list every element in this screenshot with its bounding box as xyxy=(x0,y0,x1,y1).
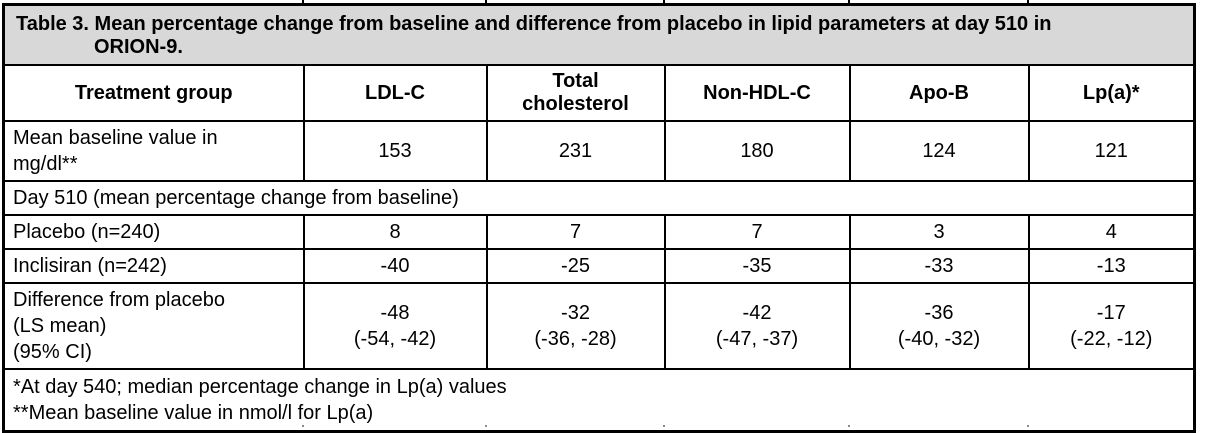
footnote-double-asterisk: **Mean baseline value in nmol/l for Lp(a… xyxy=(13,402,374,424)
col-header-lp-a: Lp(a)* xyxy=(1027,64,1196,122)
bottom-border-stub xyxy=(302,425,304,427)
lipid-parameters-table: Table 3. Mean percentage change from bas… xyxy=(2,3,1196,433)
baseline-value-row: Mean baseline value in mg/dl** 153 231 1… xyxy=(2,120,1196,182)
difference-total-cholesterol-value: -32 (-36, -28) xyxy=(485,282,666,370)
difference-apo-b-value: -36 (-40, -32) xyxy=(848,282,1030,370)
day-510-section-row: Day 510 (mean percentage change from bas… xyxy=(2,180,1196,216)
inclisiran-ldl-c-value: -40 xyxy=(302,248,488,284)
top-border-stub xyxy=(485,0,487,6)
col-header-ldl-c: LDL-C xyxy=(302,64,488,122)
bottom-border-stub xyxy=(1027,425,1029,427)
inclisiran-lp-a-value: -13 xyxy=(1027,248,1196,284)
table-title-row: Table 3. Mean percentage change from bas… xyxy=(2,3,1196,66)
inclisiran-row-label: Inclisiran (n=242) xyxy=(2,248,305,284)
col-header-apo-b: Apo-B xyxy=(848,64,1030,122)
top-border-stub xyxy=(1027,0,1029,6)
day-510-section-label: Day 510 (mean percentage change from bas… xyxy=(2,180,1196,216)
top-border-stub xyxy=(302,0,304,6)
bottom-border-stub xyxy=(848,425,850,427)
placebo-lp-a-value: 4 xyxy=(1027,214,1196,250)
baseline-apo-b-value: 124 xyxy=(848,120,1030,182)
baseline-row-label: Mean baseline value in mg/dl** xyxy=(2,120,305,182)
table-title-cell: Table 3. Mean percentage change from bas… xyxy=(2,3,1196,66)
placebo-row-label: Placebo (n=240) xyxy=(2,214,305,250)
baseline-ldl-c-value: 153 xyxy=(302,120,488,182)
inclisiran-non-hdl-c-value: -35 xyxy=(663,248,851,284)
inclisiran-total-cholesterol-value: -25 xyxy=(485,248,666,284)
bottom-border-stub xyxy=(663,425,665,427)
inclisiran-apo-b-value: -33 xyxy=(848,248,1030,284)
col-header-total-cholesterol: Total cholesterol xyxy=(485,64,666,122)
placebo-apo-b-value: 3 xyxy=(848,214,1030,250)
col-header-treatment-group: Treatment group xyxy=(2,64,305,122)
placebo-ldl-c-value: 8 xyxy=(302,214,488,250)
col-header-non-hdl-c: Non-HDL-C xyxy=(663,64,851,122)
placebo-total-cholesterol-value: 7 xyxy=(485,214,666,250)
top-border-stub xyxy=(663,0,665,6)
bottom-border-stub xyxy=(485,425,487,427)
footnotes-cell: *At day 540; median percentage change in… xyxy=(2,368,1196,433)
difference-non-hdl-c-value: -42 (-47, -37) xyxy=(663,282,851,370)
difference-ldl-c-value: -48 (-54, -42) xyxy=(302,282,488,370)
placebo-non-hdl-c-value: 7 xyxy=(663,214,851,250)
difference-row-label: Difference from placebo (LS mean) (95% C… xyxy=(2,282,305,370)
baseline-lp-a-value: 121 xyxy=(1027,120,1196,182)
top-border-stub xyxy=(848,0,850,6)
placebo-row: Placebo (n=240) 8 7 7 3 4 xyxy=(2,214,1196,250)
baseline-total-cholesterol-value: 231 xyxy=(485,120,666,182)
difference-from-placebo-row: Difference from placebo (LS mean) (95% C… xyxy=(2,282,1196,370)
column-header-row: Treatment group LDL-C Total cholesterol … xyxy=(2,64,1196,122)
footnotes-row: *At day 540; median percentage change in… xyxy=(2,368,1196,433)
baseline-non-hdl-c-value: 180 xyxy=(663,120,851,182)
footnote-asterisk: *At day 540; median percentage change in… xyxy=(13,376,507,398)
difference-lp-a-value: -17 (-22, -12) xyxy=(1027,282,1196,370)
lipid-parameters-table-wrapper: Table 3. Mean percentage change from bas… xyxy=(2,3,1196,433)
table-title: Table 3. Mean percentage change from bas… xyxy=(16,13,1052,58)
inclisiran-row: Inclisiran (n=242) -40 -25 -35 -33 -13 xyxy=(2,248,1196,284)
